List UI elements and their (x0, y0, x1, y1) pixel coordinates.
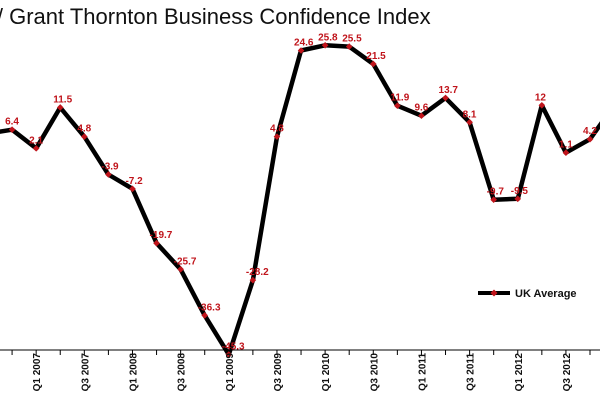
data-point-marker (8, 126, 16, 133)
data-label-layer: 6.4 2.1 11.5 4.8 -3.9 -7.2 -19.7 -25.7 -36.3 -45.… (5, 32, 597, 353)
x-tick-label-layer: Q1 2007 Q3 2007 Q1 2008 Q3 2008 Q1 2009 Q3 20… (32, 353, 573, 392)
data-point-marker (514, 195, 522, 203)
data-label: 1.1 (559, 140, 573, 151)
data-point-marker (490, 196, 497, 203)
data-point-marker (129, 185, 136, 193)
x-tick-label: Q1 2011 (417, 353, 428, 391)
data-label: 4.8 (77, 124, 91, 135)
data-point-marker (81, 133, 88, 140)
data-point-marker (345, 43, 353, 50)
data-point-marker (105, 171, 112, 178)
chart-title: W / Grant Thornton Business Confidence I… (0, 4, 431, 29)
data-point-marker (177, 265, 184, 273)
x-tick-label: Q3 2007 (80, 353, 91, 392)
data-point-marker (369, 60, 377, 68)
data-label: 11.5 (53, 94, 72, 105)
series-line-layer (0, 43, 600, 357)
data-label: 11.9 (390, 93, 409, 104)
data-label: -25.7 (174, 256, 197, 267)
data-point-marker (297, 47, 305, 54)
legend: UK Average (478, 288, 577, 300)
data-point-marker (538, 102, 546, 109)
data-point-marker (466, 118, 473, 126)
x-tick-label: Q1 2012 (514, 353, 525, 392)
data-label: 13.7 (439, 85, 459, 96)
x-tick-label: Q3 2009 (273, 353, 284, 392)
data-point-marker (562, 149, 570, 157)
data-label: 12 (535, 92, 547, 103)
data-label: 25.8 (318, 32, 338, 43)
marker-layer (8, 41, 594, 358)
data-point-marker (201, 312, 209, 319)
data-label: 8.1 (463, 109, 477, 120)
data-label: -45.3 (222, 342, 245, 353)
data-point-marker (56, 104, 64, 111)
legend-marker (490, 289, 498, 297)
data-point-marker (32, 145, 40, 152)
data-label: 6.4 (5, 117, 19, 128)
data-point-marker (418, 112, 425, 120)
data-label: 9.6 (414, 103, 428, 114)
data-point-marker (153, 239, 160, 247)
data-label: -9.5 (511, 186, 529, 197)
x-tick-label: Q3 2008 (177, 353, 188, 392)
data-label: 21.5 (366, 51, 386, 62)
data-label: 4.2 (583, 126, 597, 137)
x-tick-label: Q1 2007 (32, 353, 43, 392)
data-label: -19.7 (150, 230, 173, 241)
data-label: -7.2 (125, 176, 143, 187)
data-label: -36.3 (198, 302, 221, 313)
series-line-uk-average (0, 43, 600, 357)
data-label: 2.1 (29, 135, 43, 146)
x-tick-label: Q1 2009 (225, 353, 236, 392)
data-point-marker (321, 41, 329, 49)
data-point-marker (273, 133, 281, 140)
data-label: -9.7 (487, 187, 505, 198)
x-tick-label: Q3 2011 (466, 353, 477, 391)
data-point-marker (225, 351, 233, 358)
data-label: 24.6 (294, 37, 314, 48)
x-tick-label: Q3 2010 (369, 353, 380, 392)
x-tick-label: Q1 2010 (321, 353, 332, 392)
data-point-marker (586, 135, 594, 143)
data-point-marker (249, 276, 257, 284)
data-point-marker (394, 102, 401, 110)
data-label: 4.8 (270, 124, 284, 135)
x-tick-label: Q3 2012 (562, 353, 573, 392)
data-label: -3.9 (101, 161, 119, 172)
data-point-marker (442, 94, 449, 102)
x-tick-label: Q1 2008 (129, 353, 140, 392)
legend-label: UK Average (515, 288, 577, 300)
data-label: 25.5 (342, 34, 362, 45)
data-label: -28.2 (246, 267, 269, 278)
